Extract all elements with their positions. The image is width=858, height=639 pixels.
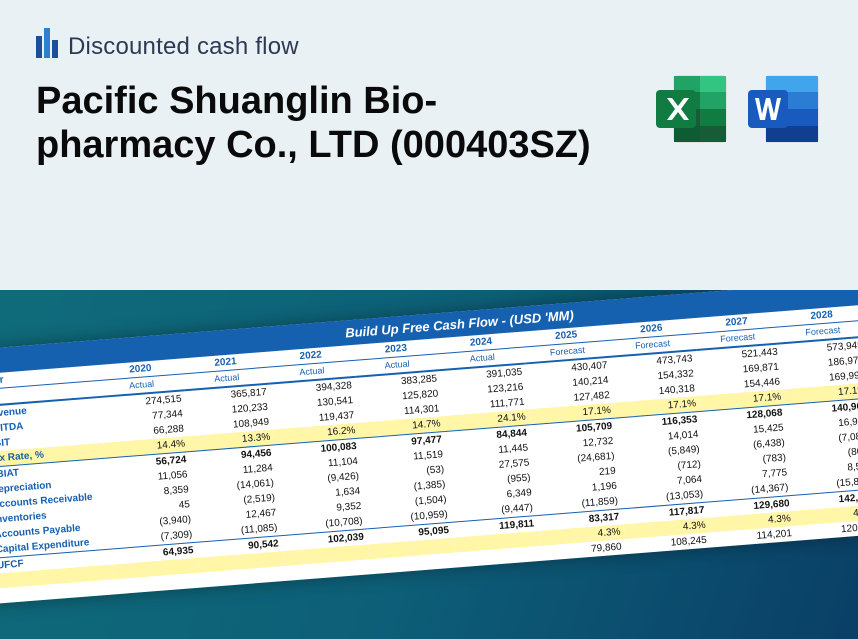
header-panel: Discounted cash flow Pacific Shuanglin B… — [0, 0, 858, 290]
spreadsheet-backdrop: Build Up Free Cash Flow - (USD 'MM) Year… — [0, 290, 858, 639]
logo-row: Discounted cash flow — [36, 28, 822, 66]
fcf-sheet: Build Up Free Cash Flow - (USD 'MM) Year… — [0, 290, 858, 604]
company-title: Pacific Shuanglin Bio-pharmacy Co., LTD … — [36, 80, 596, 167]
app-icons — [652, 72, 822, 146]
excel-icon — [652, 72, 730, 146]
logo-text: Discounted cash flow — [68, 33, 299, 61]
word-icon — [744, 72, 822, 146]
dcf-logo-icon — [36, 28, 58, 66]
